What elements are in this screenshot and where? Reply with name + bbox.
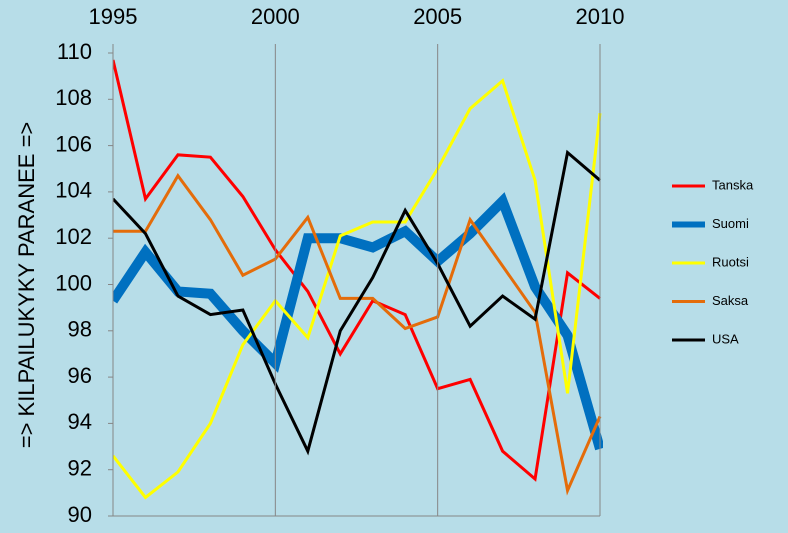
y-tick-label: 94	[68, 409, 92, 434]
legend-label: Ruotsi	[712, 254, 749, 269]
x-tick-label: 1995	[89, 4, 138, 29]
series-line	[113, 78, 602, 500]
series-line	[113, 172, 602, 496]
y-tick-label: 98	[68, 317, 92, 342]
legend-label: USA	[712, 331, 739, 346]
y-tick-label: 108	[55, 85, 92, 110]
y-tick-label: 100	[55, 270, 92, 295]
y-tick-label: 96	[68, 363, 92, 388]
series-line	[113, 192, 603, 451]
x-tick-label: 2010	[576, 4, 625, 29]
y-tick-label: 90	[68, 502, 92, 527]
plot-lines	[113, 59, 603, 500]
x-tick-label: 2005	[413, 4, 462, 29]
legend-label: Saksa	[712, 293, 749, 308]
legend-label: Suomi	[712, 216, 749, 231]
series-line	[113, 149, 601, 456]
series-line	[113, 59, 601, 482]
legend-label: Tanska	[712, 177, 754, 192]
y-tick-label: 110	[57, 39, 92, 64]
x-tick-label: 2000	[251, 4, 300, 29]
y-tick-label: 104	[55, 178, 92, 203]
y-tick-label: 102	[55, 224, 92, 249]
y-tick-label: 106	[55, 131, 92, 156]
y-tick-label: 92	[68, 456, 92, 481]
y-axis-label: => KILPAILUKYKY PARANEE =>	[14, 122, 39, 449]
